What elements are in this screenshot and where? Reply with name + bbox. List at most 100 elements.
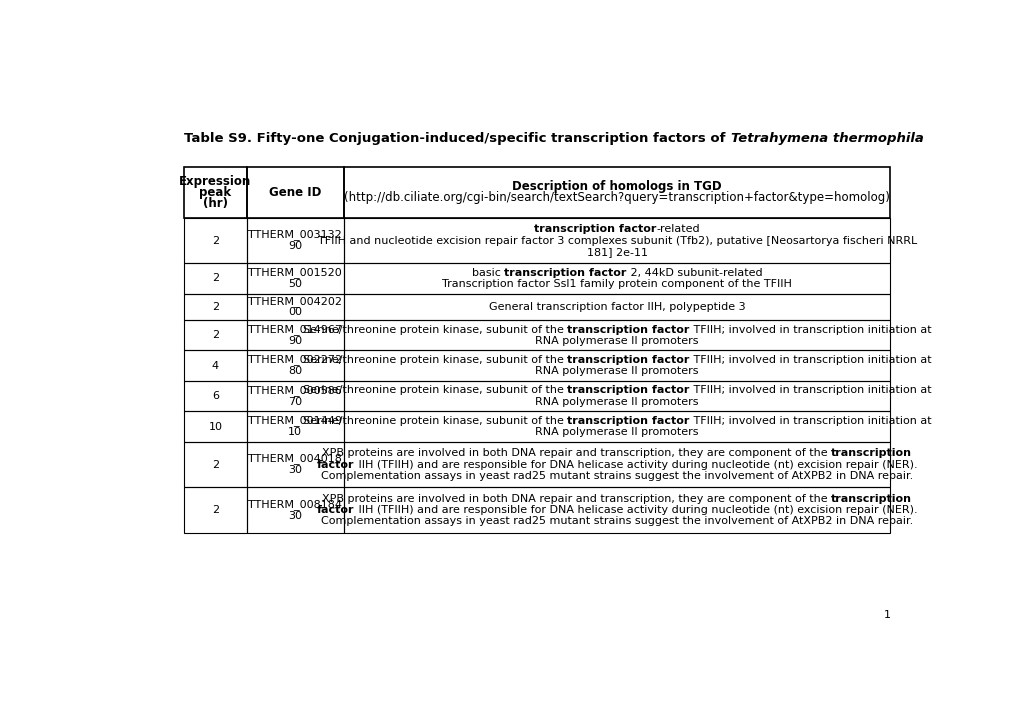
Bar: [184, 217, 247, 264]
Text: transcription: transcription: [830, 449, 911, 459]
Bar: [184, 487, 247, 533]
Text: 1: 1: [882, 610, 890, 620]
Bar: [184, 320, 247, 351]
Bar: [343, 217, 890, 264]
Text: TTHERM_001520: TTHERM_001520: [248, 268, 341, 279]
Text: transcription factor: transcription factor: [567, 385, 689, 395]
Text: Complementation assays in yeast rad25 mutant strains suggest the involvement of : Complementation assays in yeast rad25 mu…: [321, 471, 912, 480]
Text: transcription factor: transcription factor: [534, 225, 656, 235]
Text: RNA polymerase II promoters: RNA polymerase II promoters: [535, 336, 698, 346]
Text: transcription factor: transcription factor: [567, 416, 689, 426]
Text: factor: factor: [317, 505, 355, 515]
Bar: [343, 264, 890, 294]
Bar: [343, 167, 890, 217]
Text: 70: 70: [288, 397, 302, 407]
Text: transcription factor: transcription factor: [503, 268, 626, 278]
Text: basic: basic: [472, 268, 503, 278]
Bar: [184, 351, 247, 381]
Bar: [247, 351, 343, 381]
Bar: [247, 487, 343, 533]
Text: RNA polymerase II promoters: RNA polymerase II promoters: [535, 397, 698, 407]
Text: 30: 30: [288, 510, 302, 521]
Text: TTHERM_004202: TTHERM_004202: [248, 296, 342, 307]
Bar: [343, 351, 890, 381]
Text: Serine/threonine protein kinase, subunit of the: Serine/threonine protein kinase, subunit…: [303, 385, 567, 395]
Text: TTHERM_001449: TTHERM_001449: [248, 415, 342, 426]
Bar: [184, 442, 247, 487]
Bar: [247, 217, 343, 264]
Text: 4: 4: [212, 361, 219, 371]
Bar: [247, 264, 343, 294]
Text: 30: 30: [288, 465, 302, 475]
Bar: [343, 320, 890, 351]
Text: 2: 2: [212, 274, 219, 284]
Text: 00: 00: [288, 307, 302, 318]
Text: Transcription factor Ssl1 family protein component of the TFIIH: Transcription factor Ssl1 family protein…: [442, 279, 792, 289]
Text: TTHERM_008184: TTHERM_008184: [248, 499, 342, 510]
Text: TFIIH; involved in transcription initiation at: TFIIH; involved in transcription initiat…: [689, 355, 930, 365]
Text: General transcription factor IIH, polypeptide 3: General transcription factor IIH, polype…: [488, 302, 745, 312]
Text: TTHERM_002272: TTHERM_002272: [248, 354, 342, 366]
Text: 90: 90: [288, 241, 302, 251]
Bar: [184, 381, 247, 411]
Bar: [247, 167, 343, 217]
Text: RNA polymerase II promoters: RNA polymerase II promoters: [535, 366, 698, 376]
Text: IIH (TFIIH) and are responsible for DNA helicase activity during nucleotide (nt): IIH (TFIIH) and are responsible for DNA …: [355, 505, 916, 515]
Text: 6: 6: [212, 391, 219, 401]
Text: 50: 50: [288, 279, 302, 289]
Bar: [247, 320, 343, 351]
Text: 2: 2: [212, 459, 219, 469]
Text: 10: 10: [208, 421, 222, 431]
Text: Tetrahymena thermophila: Tetrahymena thermophila: [730, 132, 922, 145]
Text: IIH (TFIIH) and are responsible for DNA helicase activity during nucleotide (nt): IIH (TFIIH) and are responsible for DNA …: [355, 459, 916, 469]
Bar: [184, 167, 247, 217]
Text: 181] 2e-11: 181] 2e-11: [586, 247, 647, 256]
Text: Serine/threonine protein kinase, subunit of the: Serine/threonine protein kinase, subunit…: [303, 416, 567, 426]
Text: TTHERM_000586: TTHERM_000586: [248, 385, 341, 396]
Bar: [343, 442, 890, 487]
Text: Description of homologs in TGD: Description of homologs in TGD: [512, 180, 721, 193]
Text: TFIIH; involved in transcription initiation at: TFIIH; involved in transcription initiat…: [689, 385, 930, 395]
Text: Serine/threonine protein kinase, subunit of the: Serine/threonine protein kinase, subunit…: [303, 325, 567, 335]
Text: 2: 2: [212, 235, 219, 246]
Text: 10: 10: [288, 427, 302, 437]
Text: transcription factor: transcription factor: [567, 355, 689, 365]
Text: -related: -related: [656, 225, 699, 235]
Text: Serine/threonine protein kinase, subunit of the: Serine/threonine protein kinase, subunit…: [303, 355, 567, 365]
Bar: [343, 381, 890, 411]
Text: (hr): (hr): [203, 197, 228, 210]
Text: 2: 2: [212, 505, 219, 515]
Text: TTHERM_003132: TTHERM_003132: [248, 230, 341, 240]
Text: TTHERM_014967: TTHERM_014967: [248, 324, 342, 335]
Text: 2: 2: [212, 302, 219, 312]
Text: transcription: transcription: [830, 494, 911, 504]
Text: TFIIH and nucleotide excision repair factor 3 complexes subunit (Tfb2), putative: TFIIH and nucleotide excision repair fac…: [317, 235, 916, 246]
Text: TFIIH; involved in transcription initiation at: TFIIH; involved in transcription initiat…: [689, 416, 930, 426]
Text: 2, 44kD subunit-related: 2, 44kD subunit-related: [626, 268, 761, 278]
Text: Complementation assays in yeast rad25 mutant strains suggest the involvement of : Complementation assays in yeast rad25 mu…: [321, 516, 912, 526]
Bar: [184, 264, 247, 294]
Text: XPB proteins are involved in both DNA repair and transcription, they are compone: XPB proteins are involved in both DNA re…: [322, 449, 830, 459]
Text: 80: 80: [288, 366, 302, 376]
Bar: [247, 381, 343, 411]
Text: factor: factor: [317, 459, 355, 469]
Text: TTHERM_004018: TTHERM_004018: [248, 454, 341, 464]
Text: TFIIH; involved in transcription initiation at: TFIIH; involved in transcription initiat…: [689, 325, 930, 335]
Text: peak: peak: [200, 186, 231, 199]
Text: 2: 2: [212, 330, 219, 340]
Text: Gene ID: Gene ID: [269, 186, 321, 199]
Text: (http://db.ciliate.org/cgi-bin/search/textSearch?query=transcription+factor&type: (http://db.ciliate.org/cgi-bin/search/te…: [343, 192, 890, 204]
Text: Expression: Expression: [179, 175, 252, 188]
Bar: [343, 487, 890, 533]
Text: XPB proteins are involved in both DNA repair and transcription, they are compone: XPB proteins are involved in both DNA re…: [322, 494, 830, 504]
Bar: [184, 294, 247, 320]
Text: transcription factor: transcription factor: [567, 325, 689, 335]
Text: Table S9. Fifty-one Conjugation-induced/specific transcription factors of: Table S9. Fifty-one Conjugation-induced/…: [184, 132, 730, 145]
Bar: [184, 411, 247, 442]
Bar: [247, 411, 343, 442]
Bar: [247, 294, 343, 320]
Text: RNA polymerase II promoters: RNA polymerase II promoters: [535, 427, 698, 437]
Text: 90: 90: [288, 336, 302, 346]
Bar: [343, 294, 890, 320]
Bar: [247, 442, 343, 487]
